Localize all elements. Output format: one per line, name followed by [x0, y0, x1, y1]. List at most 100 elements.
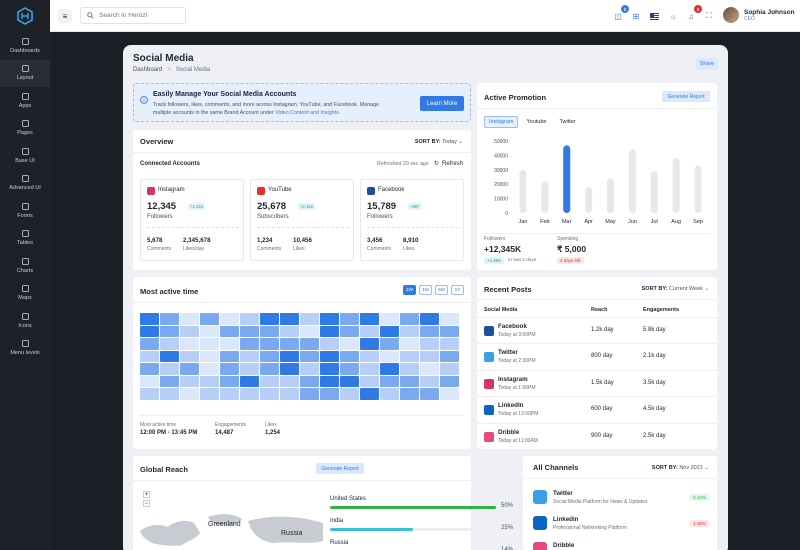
- heatmap-cell[interactable]: [340, 388, 359, 400]
- heatmap-cell[interactable]: [180, 313, 199, 325]
- tab-instagram[interactable]: Instagram: [484, 116, 519, 128]
- heatmap-cell[interactable]: [160, 363, 179, 375]
- bar-jun[interactable]: [628, 149, 636, 213]
- heatmap-cell[interactable]: [220, 313, 239, 325]
- heatmap-cell[interactable]: [440, 363, 459, 375]
- heatmap-cell[interactable]: [440, 375, 459, 387]
- range-1m-button[interactable]: 1M: [419, 285, 432, 295]
- bar-jan[interactable]: [519, 169, 527, 213]
- heatmap-cell[interactable]: [140, 375, 159, 387]
- fullscreen-button[interactable]: ⛶: [703, 10, 715, 22]
- heatmap-cell[interactable]: [400, 325, 419, 337]
- heatmap-cell[interactable]: [160, 338, 179, 350]
- heatmap-cell[interactable]: [220, 375, 239, 387]
- heatmap-cell[interactable]: [420, 363, 439, 375]
- heatmap-cell[interactable]: [240, 375, 259, 387]
- channels-sort-dropdown[interactable]: SORT BY: Nov 2021 ⌄: [652, 465, 709, 471]
- heatmap-cell[interactable]: [340, 338, 359, 350]
- language-button[interactable]: [648, 10, 660, 22]
- channel-row-linkedin[interactable]: Linkedin Professional Networking Platform…: [523, 514, 717, 540]
- account-card-facebook[interactable]: Facebook 15,789 +987 Followers 3,456 Comments…: [360, 179, 464, 261]
- map-zoom-in-button[interactable]: +: [143, 491, 150, 498]
- heatmap-cell[interactable]: [320, 313, 339, 325]
- heatmap-cell[interactable]: [420, 388, 439, 400]
- heatmap-cell[interactable]: [140, 363, 159, 375]
- sidebar-item-menu-levels[interactable]: Menu levels: [0, 335, 50, 363]
- heatmap-cell[interactable]: [420, 350, 439, 362]
- heatmap-cell[interactable]: [340, 350, 359, 362]
- range-1w-button[interactable]: 1W: [403, 285, 416, 295]
- heatmap-cell[interactable]: [240, 338, 259, 350]
- posts-sort-dropdown[interactable]: SORT BY: Current Week ⌄: [642, 286, 709, 292]
- sidebar-item-base-ui[interactable]: Base UI: [0, 142, 50, 170]
- breadcrumb-home[interactable]: Dashboard: [133, 67, 163, 73]
- bar-jul[interactable]: [650, 171, 658, 213]
- heatmap-cell[interactable]: [140, 313, 159, 325]
- heatmap-cell[interactable]: [240, 350, 259, 362]
- heatmap-cell[interactable]: [200, 313, 219, 325]
- heatmap-cell[interactable]: [340, 363, 359, 375]
- heatmap-cell[interactable]: [280, 313, 299, 325]
- heatmap-cell[interactable]: [320, 388, 339, 400]
- heatmap-cell[interactable]: [220, 338, 239, 350]
- heatmap-cell[interactable]: [160, 375, 179, 387]
- heatmap-cell[interactable]: [200, 388, 219, 400]
- cart-button[interactable]: ◫ 5: [612, 5, 629, 22]
- tab-youtube[interactable]: Youtube: [526, 119, 547, 125]
- heatmap-cell[interactable]: [160, 325, 179, 337]
- heatmap-cell[interactable]: [160, 388, 179, 400]
- heatmap-cell[interactable]: [260, 363, 279, 375]
- heatmap-cell[interactable]: [320, 325, 339, 337]
- heatmap-cell[interactable]: [440, 388, 459, 400]
- heatmap-cell[interactable]: [380, 325, 399, 337]
- apps-button[interactable]: ⊞: [630, 10, 642, 22]
- sidebar-item-pages[interactable]: Pages: [0, 115, 50, 143]
- heatmap-cell[interactable]: [280, 350, 299, 362]
- heatmap-cell[interactable]: [280, 325, 299, 337]
- heatmap-cell[interactable]: [400, 375, 419, 387]
- sidebar-item-forms[interactable]: Forms: [0, 197, 50, 225]
- heatmap-cell[interactable]: [360, 313, 379, 325]
- heatmap-cell[interactable]: [280, 375, 299, 387]
- heatmap-cell[interactable]: [180, 375, 199, 387]
- sidebar-item-maps[interactable]: Maps: [0, 280, 50, 308]
- heatmap-cell[interactable]: [260, 375, 279, 387]
- heatmap-cell[interactable]: [360, 375, 379, 387]
- heatmap-cell[interactable]: [420, 375, 439, 387]
- heatmap-cell[interactable]: [260, 350, 279, 362]
- heatmap-cell[interactable]: [280, 363, 299, 375]
- reach-generate-report-button[interactable]: Generate Report: [316, 463, 364, 474]
- heatmap-cell[interactable]: [360, 363, 379, 375]
- heatmap-cell[interactable]: [300, 325, 319, 337]
- bar-aug[interactable]: [672, 158, 680, 213]
- theme-toggle-button[interactable]: ☼: [667, 10, 679, 22]
- range-1y-button[interactable]: 1Y: [451, 285, 464, 295]
- app-logo[interactable]: [0, 0, 50, 32]
- heatmap-cell[interactable]: [300, 388, 319, 400]
- post-row-dribble[interactable]: Dribble Today at 11:00AM 900 day 2.5k day: [477, 422, 717, 450]
- heatmap-cell[interactable]: [420, 313, 439, 325]
- sidebar-item-layout[interactable]: Layout: [0, 59, 50, 87]
- heatmap-cell[interactable]: [380, 313, 399, 325]
- heatmap-cell[interactable]: [180, 325, 199, 337]
- heatmap-cell[interactable]: [380, 363, 399, 375]
- heatmap-cell[interactable]: [200, 375, 219, 387]
- heatmap-cell[interactable]: [260, 325, 279, 337]
- map-zoom-out-button[interactable]: −: [143, 500, 150, 507]
- account-card-youtube[interactable]: YouTube 25,678 +2,345 Subscribers 1,234 Comme…: [250, 179, 354, 261]
- sidebar-item-advanced-ui[interactable]: Advanced UI: [0, 170, 50, 198]
- channel-row-twitter[interactable]: Twitter Social Media Platform for News & …: [523, 488, 717, 514]
- bar-apr[interactable]: [585, 187, 593, 213]
- heatmap-cell[interactable]: [300, 375, 319, 387]
- heatmap-cell[interactable]: [180, 338, 199, 350]
- heatmap-cell[interactable]: [140, 338, 159, 350]
- heatmap-cell[interactable]: [220, 325, 239, 337]
- heatmap-cell[interactable]: [300, 313, 319, 325]
- heatmap-cell[interactable]: [440, 313, 459, 325]
- heatmap-cell[interactable]: [380, 338, 399, 350]
- refresh-button[interactable]: ↻ Refresh: [434, 160, 463, 168]
- menu-toggle-button[interactable]: ≡: [58, 9, 72, 23]
- sidebar-item-apps[interactable]: Apps: [0, 87, 50, 115]
- heatmap-cell[interactable]: [280, 388, 299, 400]
- sidebar-item-charts[interactable]: Charts: [0, 252, 50, 280]
